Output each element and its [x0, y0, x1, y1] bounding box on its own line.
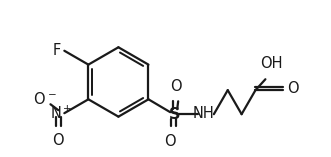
Text: F: F — [53, 43, 61, 58]
Text: O: O — [170, 79, 182, 94]
Text: −: − — [47, 90, 56, 100]
Text: +: + — [63, 104, 72, 114]
Text: OH: OH — [260, 56, 283, 71]
Text: O: O — [53, 133, 64, 148]
Text: O: O — [287, 81, 299, 96]
Text: NH: NH — [193, 106, 215, 121]
Text: O: O — [165, 134, 176, 149]
Text: S: S — [168, 107, 180, 122]
Text: O: O — [33, 92, 45, 107]
Text: N: N — [51, 106, 61, 121]
